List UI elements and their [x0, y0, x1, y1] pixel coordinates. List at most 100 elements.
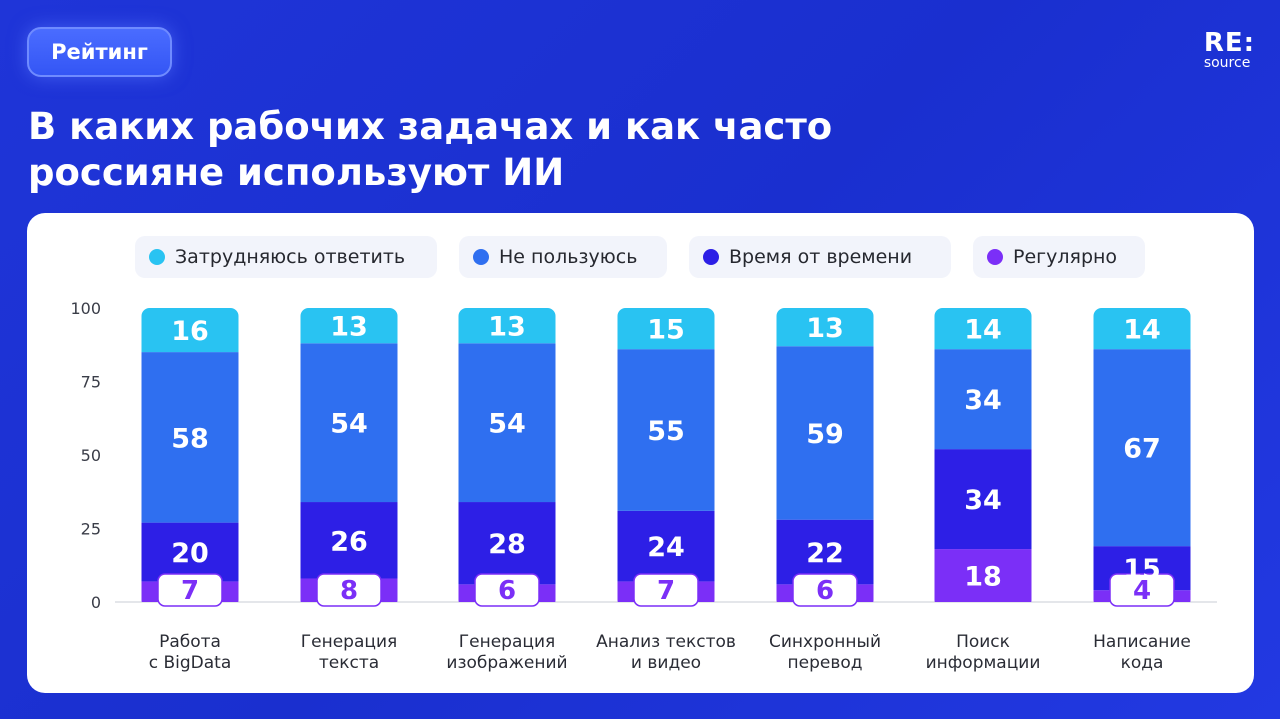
data-label: 7: [657, 576, 675, 606]
legend-item: Регулярно: [973, 236, 1145, 278]
data-label: 26: [330, 526, 368, 557]
legend-label: Время от времени: [729, 246, 913, 268]
data-label: 13: [806, 313, 844, 344]
data-label: 14: [964, 315, 1002, 346]
data-label: 15: [647, 315, 685, 346]
bar-segment: [458, 343, 556, 503]
logo-text-main: RE:: [1203, 28, 1255, 58]
bar-segment: [617, 510, 715, 582]
category-label: кода: [1121, 653, 1164, 673]
legend-item: Время от времени: [689, 236, 951, 278]
category-label: изображений: [446, 653, 567, 673]
data-label-box: [316, 573, 382, 607]
bar-stack: [300, 308, 398, 602]
data-label: 34: [964, 385, 1002, 416]
data-label: 58: [171, 423, 209, 454]
data-label: 59: [806, 419, 844, 450]
data-label: 54: [330, 409, 368, 440]
bar-segment: [776, 308, 874, 347]
bar-segment: [934, 549, 1032, 602]
resource-logo: RE: source: [1204, 30, 1255, 70]
y-tick-label: 50: [81, 446, 101, 465]
data-label: 15: [1123, 554, 1161, 585]
category-label: с BigData: [149, 653, 232, 673]
data-label-box: [1109, 573, 1175, 607]
bar-segment: [1093, 308, 1191, 350]
legend-item: Не пользуюсь: [459, 236, 667, 278]
data-label: 16: [171, 316, 209, 347]
bar-segment: [458, 502, 556, 585]
data-label-box: [474, 573, 540, 607]
bar-segment: [141, 352, 239, 523]
legend-dot-icon: [703, 249, 719, 265]
data-label: 55: [647, 416, 685, 447]
category-label: Синхронный: [769, 632, 881, 652]
bar-segment: [934, 449, 1032, 550]
data-label: 20: [171, 538, 209, 569]
legend-dot-icon: [987, 249, 1003, 265]
category-label: текста: [319, 653, 379, 673]
bar-stack: [141, 308, 239, 602]
bar-segment: [1093, 349, 1191, 547]
bar-segment: [300, 502, 398, 579]
page-title: В каких рабочих задачах и как часто росс…: [28, 104, 928, 196]
chart-card: Затрудняюсь ответить Не пользуюсь Время от…: [27, 213, 1254, 693]
bar-segment: [300, 343, 398, 503]
bar-stack: [934, 308, 1032, 602]
title-line-1: В каких рабочих задачах и как часто: [28, 105, 833, 148]
data-label: 28: [488, 529, 526, 560]
bar-segment: [776, 346, 874, 520]
bar-segment: [141, 522, 239, 582]
data-label: 8: [340, 576, 358, 606]
bar-segment: [458, 308, 556, 344]
data-label: 4: [1133, 576, 1151, 606]
bar-segment: [617, 308, 715, 350]
legend-label: Затрудняюсь ответить: [175, 246, 406, 268]
y-tick-label: 75: [81, 373, 101, 392]
category-label: и видео: [631, 653, 701, 673]
legend-label: Не пользуюсь: [499, 246, 638, 268]
data-label: 67: [1123, 434, 1161, 465]
bar-segment: [141, 308, 239, 353]
chart-legend: Затрудняюсь ответить Не пользуюсь Время от…: [27, 236, 1254, 280]
data-label: 34: [964, 485, 1002, 516]
data-label: 14: [1123, 315, 1161, 346]
category-label: Поиск: [956, 632, 1010, 652]
bar-segment: [934, 308, 1032, 350]
legend-dot-icon: [149, 249, 165, 265]
rating-badge: Рейтинг: [27, 27, 172, 77]
data-label: 54: [488, 409, 526, 440]
category-label: перевод: [788, 653, 863, 673]
category-label: Работа: [159, 632, 221, 652]
bar-segment: [617, 349, 715, 511]
data-label: 22: [806, 538, 844, 569]
data-label: 13: [488, 312, 526, 343]
legend-item: Затрудняюсь ответить: [135, 236, 437, 278]
title-line-2: россияне используют ИИ: [28, 151, 565, 194]
data-label: 6: [816, 576, 834, 606]
data-label: 18: [964, 562, 1002, 593]
bar-stack: [458, 308, 556, 602]
legend-label: Регулярно: [1013, 246, 1118, 268]
bar-stack: [776, 308, 874, 602]
category-label: Генерация: [301, 632, 397, 652]
y-tick-label: 0: [91, 593, 101, 612]
category-label: Генерация: [459, 632, 555, 652]
legend-dot-icon: [473, 249, 489, 265]
data-label: 24: [647, 532, 685, 563]
category-label: Написание: [1093, 632, 1191, 652]
y-tick-label: 100: [70, 299, 101, 318]
bar-segment: [300, 308, 398, 344]
data-label: 6: [498, 576, 516, 606]
data-label-box: [157, 573, 223, 607]
data-label-box: [792, 573, 858, 607]
y-tick-label: 25: [81, 520, 101, 539]
data-label: 13: [330, 312, 368, 343]
data-label: 7: [181, 576, 199, 606]
bar-segment: [934, 349, 1032, 450]
data-label-box: [633, 573, 699, 607]
category-label: информации: [926, 653, 1041, 673]
logo-text-sub: source: [1203, 55, 1251, 71]
category-label: Анализ текстов: [596, 632, 736, 652]
